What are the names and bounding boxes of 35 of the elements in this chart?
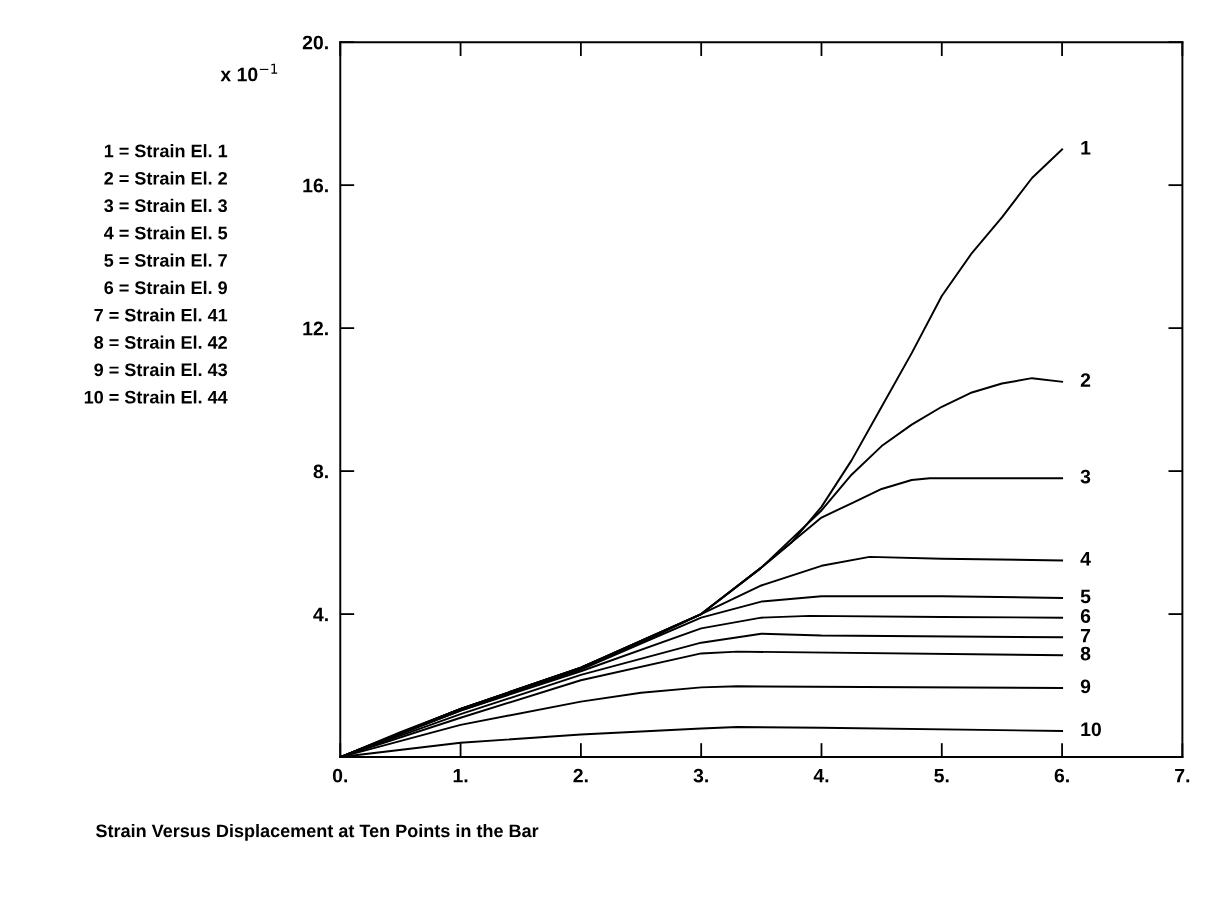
x-tick-label: 3.	[693, 768, 708, 783]
text: 10 = Strain El. 44	[84, 390, 228, 404]
text: Strain Versus Displacement at Ten Points in the Bar	[95, 824, 539, 841]
text: 4 = Strain El. 5	[104, 226, 228, 240]
x-tick-label: 2.	[573, 768, 588, 783]
text: x 10$^{−1}$	[220, 63, 278, 82]
series-label: 2	[1080, 373, 1091, 387]
series-label: 6	[1080, 609, 1091, 623]
y-tick-label: 8.	[313, 464, 328, 479]
x-tick-label: 1.	[453, 768, 468, 783]
y-tick-label: 16.	[303, 178, 328, 193]
x-tick-label: 0.	[332, 768, 348, 783]
series-label: 8	[1080, 646, 1091, 661]
text: 3 = Strain El. 3	[104, 198, 228, 213]
x-tick-label: 7.	[1175, 768, 1190, 783]
text: 7 = Strain El. 41	[94, 308, 228, 322]
series-label: 3	[1080, 469, 1091, 484]
series-label: 7	[1080, 628, 1091, 643]
x-tick-label: 4.	[813, 768, 829, 783]
text: 5 = Strain El. 7	[104, 253, 227, 267]
x-tick-label: 6.	[1054, 768, 1069, 783]
text: 6 = Strain El. 9	[104, 280, 227, 295]
series-label: 9	[1080, 679, 1091, 694]
text: 1 = Strain El. 1	[104, 144, 228, 158]
text: 9 = Strain El. 43	[94, 362, 228, 377]
y-tick-label: 4.	[313, 607, 328, 622]
series-label: 10	[1081, 722, 1101, 737]
series-label: 5	[1080, 589, 1091, 604]
series-label: 4	[1080, 552, 1091, 566]
y-tick-label: 20.	[302, 35, 328, 50]
x-tick-label: 5.	[934, 768, 949, 783]
y-tick-label: 12.	[303, 321, 328, 336]
series-label: 1	[1081, 141, 1091, 155]
text: 8 = Strain El. 42	[94, 335, 227, 349]
text: 2 = Strain El. 2	[104, 171, 227, 185]
